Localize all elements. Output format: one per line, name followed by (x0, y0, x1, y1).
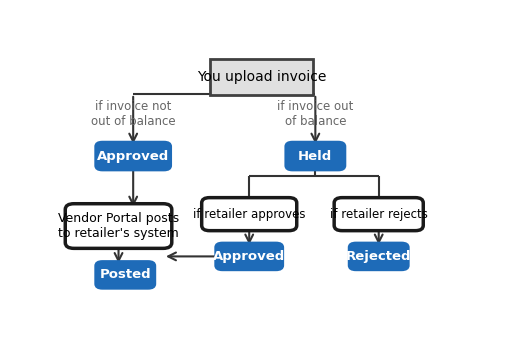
Text: Approved: Approved (97, 150, 169, 163)
Text: Approved: Approved (213, 250, 285, 263)
Text: if retailer approves: if retailer approves (193, 208, 306, 221)
Text: Held: Held (298, 150, 333, 163)
Text: if invoice out
of balance: if invoice out of balance (277, 100, 354, 128)
Text: Rejected: Rejected (346, 250, 411, 263)
FancyBboxPatch shape (334, 198, 423, 230)
FancyBboxPatch shape (349, 243, 409, 270)
FancyBboxPatch shape (202, 198, 297, 230)
Text: Posted: Posted (100, 268, 151, 281)
Text: You upload invoice: You upload invoice (197, 70, 327, 84)
FancyBboxPatch shape (65, 204, 172, 248)
FancyBboxPatch shape (286, 142, 345, 170)
FancyBboxPatch shape (96, 142, 171, 170)
Text: if invoice not
out of balance: if invoice not out of balance (91, 100, 175, 128)
Text: if retailer rejects: if retailer rejects (330, 208, 428, 221)
FancyBboxPatch shape (96, 261, 155, 288)
Text: Vendor Portal posts
to retailer's system: Vendor Portal posts to retailer's system (58, 212, 179, 240)
FancyBboxPatch shape (211, 59, 313, 95)
FancyBboxPatch shape (215, 243, 283, 270)
